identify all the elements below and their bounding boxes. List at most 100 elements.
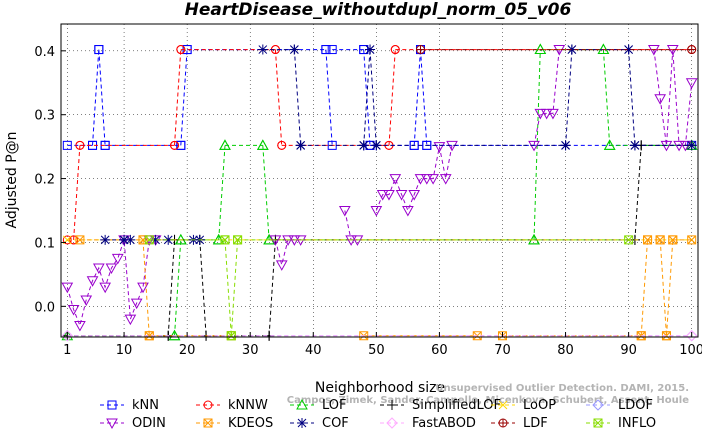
legend-label: KDEOS bbox=[228, 416, 273, 431]
cof-line bbox=[369, 49, 377, 146]
x-tick-label: 70 bbox=[494, 343, 511, 358]
lof-line bbox=[602, 49, 611, 146]
odin-line bbox=[66, 239, 156, 328]
odin-point bbox=[92, 263, 105, 275]
x-tick-label: 1 bbox=[63, 343, 71, 358]
inflo-point bbox=[233, 235, 243, 245]
y-tick-label: 0.3 bbox=[34, 109, 55, 124]
odin-point bbox=[111, 253, 124, 265]
x-tick-label: 10 bbox=[116, 343, 133, 358]
odin-point bbox=[433, 142, 446, 153]
knn-point bbox=[62, 140, 72, 150]
legend-label: FastABOD bbox=[412, 416, 476, 431]
cof-line bbox=[565, 49, 573, 146]
legend-item-fastabod: FastABOD bbox=[380, 416, 476, 431]
knn-line bbox=[180, 49, 188, 146]
lof-line bbox=[533, 49, 541, 240]
odin-point bbox=[294, 235, 307, 246]
ldf-point bbox=[415, 45, 425, 55]
legend-swatch-marker bbox=[498, 400, 508, 410]
odin-point bbox=[439, 174, 452, 185]
odin-point bbox=[86, 276, 99, 287]
odin-point bbox=[345, 235, 357, 246]
odin-point bbox=[338, 206, 351, 217]
legend-item-knnw: kNNW bbox=[196, 398, 268, 413]
kdeos-line bbox=[659, 239, 667, 336]
odin-point bbox=[408, 190, 421, 201]
knnw-point bbox=[390, 45, 400, 55]
legend-item-ldf: LDF bbox=[491, 416, 548, 431]
plot-frame bbox=[60, 23, 699, 338]
kdeos-point bbox=[75, 235, 85, 245]
cof-point bbox=[119, 234, 130, 245]
knn-line bbox=[420, 49, 428, 146]
cof-point bbox=[358, 140, 369, 151]
odin-point bbox=[105, 263, 118, 275]
legend-label: kNNW bbox=[228, 398, 268, 413]
legend-swatch-marker bbox=[203, 400, 213, 410]
knn-line bbox=[92, 49, 100, 146]
kdeos-point bbox=[668, 235, 678, 245]
legend-swatch-marker bbox=[498, 418, 508, 428]
knn-point bbox=[94, 45, 104, 55]
cof-point bbox=[365, 44, 376, 55]
x-tick-label: 50 bbox=[368, 343, 385, 358]
legend-label: LOF bbox=[322, 398, 347, 413]
cof-point bbox=[100, 234, 111, 245]
odin-point bbox=[99, 282, 111, 294]
odin-point bbox=[673, 140, 685, 152]
inflo-point bbox=[144, 235, 154, 245]
cof-point bbox=[623, 44, 634, 55]
odin-point bbox=[288, 235, 301, 246]
kdeos-point bbox=[643, 235, 653, 245]
credit-line-2: Campos, Zimek, Sander, Campello, Micenko… bbox=[287, 395, 689, 406]
odin-point bbox=[61, 282, 74, 294]
knn-point bbox=[327, 45, 337, 55]
cof-point bbox=[289, 44, 300, 55]
credit-line-1: Unsupervised Outlier Detection. DAMI, 20… bbox=[435, 383, 689, 394]
legend: kNN kNNW LOF SimplifiedLOF LoOP LDOF ODIN KDEOS… bbox=[100, 398, 656, 431]
inflo-point bbox=[220, 235, 230, 245]
cof-line bbox=[363, 49, 371, 146]
x-tick-label: 20 bbox=[179, 343, 196, 358]
odin-point bbox=[383, 190, 395, 201]
chart-title: HeartDisease_withoutdupl_norm_05_v06 bbox=[185, 0, 572, 20]
odin-point bbox=[534, 108, 547, 120]
knn-point bbox=[422, 140, 432, 150]
x-tick-label: 80 bbox=[557, 343, 574, 358]
knn-line bbox=[98, 49, 106, 146]
legend-label: SimplifiedLOF bbox=[412, 398, 501, 413]
odin-line bbox=[375, 145, 453, 212]
knnw-point bbox=[75, 140, 85, 150]
cof-point bbox=[629, 140, 640, 151]
ldf-point bbox=[687, 45, 697, 55]
legend-label: LDOF bbox=[618, 398, 653, 413]
odin-point bbox=[547, 108, 559, 120]
cof-point bbox=[686, 140, 697, 151]
knn-point bbox=[321, 45, 331, 55]
knnw-point bbox=[176, 45, 186, 55]
odin-point bbox=[427, 174, 439, 185]
legend-label: ODIN bbox=[132, 416, 166, 431]
legend-swatch-marker bbox=[297, 418, 307, 428]
legend-swatch-marker bbox=[203, 418, 213, 428]
legend-swatch-marker bbox=[107, 400, 117, 410]
odin-point bbox=[124, 314, 137, 326]
odin-point bbox=[685, 78, 698, 89]
kdeos-point bbox=[687, 235, 697, 245]
ticks: 1 10 20 30 40 50 60 70 80 90 100 0.0 0.1 0.2 0.3 0.4 bbox=[34, 45, 702, 358]
grid bbox=[61, 24, 698, 337]
x-tick-label: 30 bbox=[242, 343, 259, 358]
lof-point bbox=[603, 139, 616, 150]
legend-swatch-marker bbox=[386, 417, 398, 429]
legend-label: COF bbox=[322, 416, 349, 431]
knn-line bbox=[363, 49, 371, 146]
knnw-line bbox=[174, 49, 182, 146]
x-tick-label: 60 bbox=[431, 343, 448, 358]
legend-item-simplifiedlof: SimplifiedLOF bbox=[380, 398, 501, 413]
legend-swatch-marker bbox=[593, 418, 603, 428]
legend-item-loop: LoOP bbox=[491, 398, 556, 413]
lof-line bbox=[218, 145, 226, 240]
